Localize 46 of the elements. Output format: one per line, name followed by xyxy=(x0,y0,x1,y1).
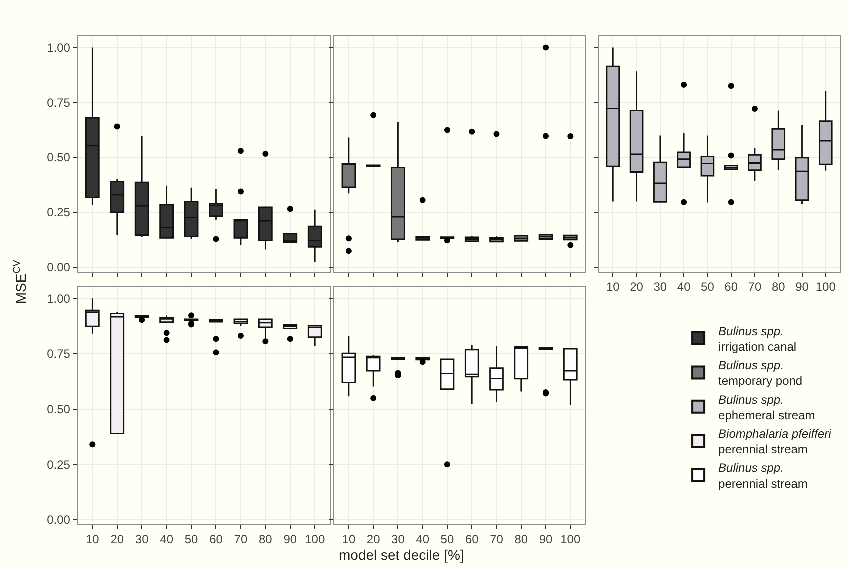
x-tick-label: 100 xyxy=(305,532,326,547)
x-tick-label: 100 xyxy=(816,280,836,294)
y-tick-label: 1.00 xyxy=(47,40,71,55)
x-tick-label: 60 xyxy=(210,532,224,547)
x-tick-label: 80 xyxy=(772,280,786,294)
x-tick-label: 80 xyxy=(514,532,528,547)
x-tick-label: 70 xyxy=(748,280,762,294)
x-tick-label: 70 xyxy=(234,532,248,547)
x-tick-label: 40 xyxy=(677,280,692,294)
y-tick-label: 0.00 xyxy=(47,513,71,528)
legend-label: Bulinus spp. irrigation canal xyxy=(718,324,797,354)
legend-label: Biomphalaria pfeifferi perennial stream xyxy=(718,426,832,457)
x-tick-label: 60 xyxy=(724,280,738,294)
x-tick-label: 50 xyxy=(440,532,454,547)
y-tick-label: 0.25 xyxy=(47,206,71,220)
x-tick-label: 90 xyxy=(539,532,554,547)
x-tick-label: 50 xyxy=(701,280,715,294)
x-axis-title: model set decile [%] xyxy=(339,547,464,563)
x-tick-label: 40 xyxy=(160,532,174,547)
legend-label: Bulinus spp. ephemeral stream xyxy=(718,392,816,422)
x-tick-label: 20 xyxy=(366,532,381,547)
y-tick-label: 0.50 xyxy=(47,150,71,165)
y-tick-label: 0.75 xyxy=(47,347,71,362)
text: Bulinus spp. perennial stream xyxy=(718,461,808,491)
y-tick-label: 0.00 xyxy=(47,260,71,275)
x-tick-label: 60 xyxy=(465,532,480,547)
x-tick-label: 100 xyxy=(560,532,581,547)
x-tick-label: 10 xyxy=(342,532,356,547)
y-tick-label: 0.50 xyxy=(47,402,71,416)
x-tick-label: 40 xyxy=(416,532,430,547)
x-tick-label: 30 xyxy=(654,280,668,294)
x-tick-label: 20 xyxy=(110,532,124,547)
y-tick-label: 0.75 xyxy=(47,96,71,110)
x-tick-label: 80 xyxy=(259,532,273,547)
legend-label: Bulinus spp. temporary pond xyxy=(718,358,803,388)
x-tick-label: 50 xyxy=(184,532,199,547)
x-tick-label: 30 xyxy=(135,532,150,547)
x-tick-label: 10 xyxy=(606,280,620,294)
x-tick-label: 90 xyxy=(796,280,810,294)
y-tick-label: 0.25 xyxy=(47,458,71,472)
x-tick-label: 20 xyxy=(630,280,644,294)
x-tick-label: 30 xyxy=(392,532,406,547)
x-tick-label: 90 xyxy=(284,532,298,547)
y-tick-label: 1.00 xyxy=(47,292,71,306)
x-tick-label: 10 xyxy=(86,532,100,547)
x-tick-label: 70 xyxy=(490,532,504,547)
